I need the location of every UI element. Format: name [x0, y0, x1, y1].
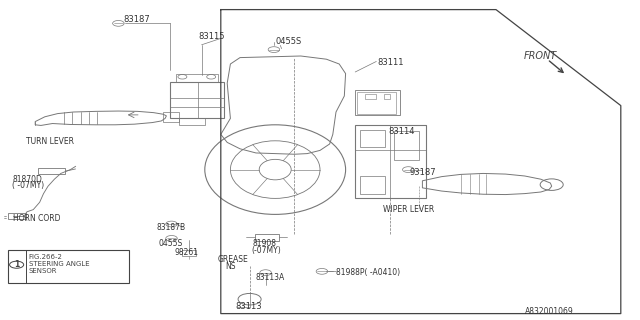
- Text: HORN CORD: HORN CORD: [13, 214, 60, 223]
- Bar: [357, 92, 396, 114]
- Bar: [384, 94, 390, 99]
- Text: NS: NS: [225, 262, 236, 271]
- Text: 83113: 83113: [236, 302, 262, 311]
- Text: WIPER LEVER: WIPER LEVER: [383, 205, 434, 214]
- Bar: [8, 213, 26, 219]
- Text: A832001069: A832001069: [525, 308, 573, 316]
- Bar: [8, 250, 129, 283]
- Bar: [360, 176, 385, 194]
- Text: 98261: 98261: [174, 248, 198, 257]
- Bar: [176, 74, 218, 82]
- Text: 83187B: 83187B: [157, 223, 186, 232]
- Text: GREASE: GREASE: [218, 255, 248, 264]
- Bar: [38, 168, 65, 174]
- Text: 1: 1: [14, 260, 19, 269]
- Text: 93187: 93187: [410, 168, 436, 177]
- Text: 81870D: 81870D: [13, 175, 43, 184]
- Bar: [255, 234, 279, 241]
- Bar: [365, 94, 376, 99]
- Bar: [355, 90, 400, 115]
- Text: SENSOR: SENSOR: [29, 268, 58, 274]
- Bar: [394, 131, 419, 160]
- Text: 83114: 83114: [388, 127, 415, 136]
- Text: ( -07MY): ( -07MY): [12, 181, 44, 190]
- Text: TURN LEVER: TURN LEVER: [26, 137, 74, 146]
- Text: 0455S: 0455S: [275, 37, 301, 46]
- Bar: [179, 118, 205, 125]
- Text: (-07MY): (-07MY): [252, 246, 281, 255]
- Text: 0455S: 0455S: [159, 239, 183, 248]
- Text: 81908: 81908: [253, 239, 277, 248]
- Text: 83113A: 83113A: [256, 273, 285, 282]
- Text: 83187: 83187: [124, 15, 150, 24]
- Bar: [182, 250, 196, 256]
- Bar: [355, 125, 426, 198]
- Text: FRONT: FRONT: [524, 51, 557, 61]
- Text: STEERING ANGLE: STEERING ANGLE: [29, 261, 90, 267]
- Bar: [163, 112, 179, 122]
- Text: FIG.266-2: FIG.266-2: [29, 254, 63, 260]
- Bar: [360, 130, 385, 147]
- Bar: [170, 82, 224, 118]
- Text: 83115: 83115: [198, 32, 225, 41]
- Text: 83111: 83111: [378, 58, 404, 67]
- Text: 81988P( -A0410): 81988P( -A0410): [336, 268, 400, 276]
